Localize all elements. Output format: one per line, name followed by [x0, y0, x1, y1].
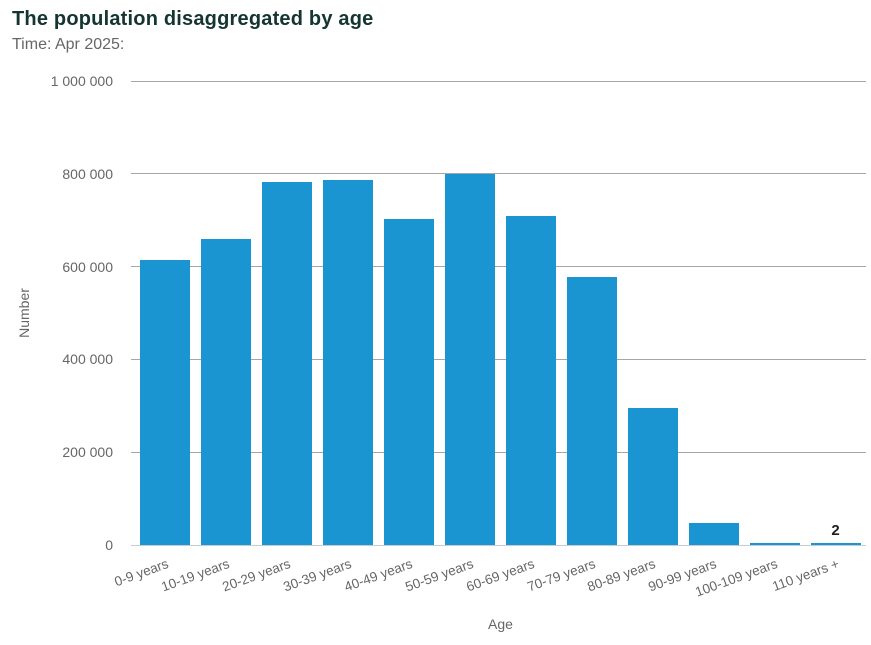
- y-tick-label: 0: [105, 537, 113, 553]
- x-tick-label: 60-69 years: [463, 556, 537, 595]
- x-tick-label: 70-79 years: [524, 556, 598, 595]
- bar-slot: [135, 81, 196, 545]
- y-tick-label: 200 000: [62, 444, 113, 461]
- bar[interactable]: [810, 543, 861, 545]
- y-axis-tick-labels: 0 200 000 400 000 600 000 800 000 1 000 000: [0, 0, 113, 645]
- x-tick-label: 80-89 years: [585, 556, 658, 595]
- bar[interactable]: [262, 182, 313, 545]
- bar-slot: [744, 81, 805, 545]
- bar-slot: [257, 81, 318, 545]
- gridline: [131, 544, 866, 546]
- bar[interactable]: [627, 408, 678, 545]
- bar[interactable]: [688, 523, 739, 545]
- bar[interactable]: [201, 239, 252, 545]
- point-label: 2: [831, 522, 840, 539]
- bar-slot: [379, 81, 440, 545]
- bar[interactable]: [140, 260, 191, 545]
- y-tick-label: 600 000: [62, 258, 113, 275]
- y-tick-label: 800 000: [62, 165, 113, 182]
- bar[interactable]: [384, 219, 435, 545]
- bars-row: 2: [135, 81, 866, 545]
- plot-area: 2: [131, 80, 866, 546]
- bar[interactable]: [323, 180, 374, 545]
- x-tick-label: 110 years +: [769, 556, 841, 595]
- bar[interactable]: [505, 216, 556, 545]
- chart-subtitle: Time: Apr 2025:: [12, 36, 125, 53]
- bar-slot: [440, 81, 501, 545]
- x-tick-label: 50-59 years: [403, 556, 476, 595]
- x-axis-title: Age: [488, 616, 513, 632]
- gridline: [131, 266, 866, 268]
- gridline: [131, 80, 866, 82]
- x-tick-label: 20-29 years: [220, 556, 293, 595]
- x-tick-label: 30-39 years: [281, 556, 354, 595]
- bar[interactable]: [566, 277, 617, 545]
- bar-slot: [196, 81, 257, 545]
- bar[interactable]: [749, 543, 800, 545]
- bar-slot: [501, 81, 562, 545]
- bar-slot: [561, 81, 622, 545]
- gridline: [131, 358, 866, 360]
- y-tick-label: 400 000: [62, 351, 113, 368]
- x-axis-tick-labels: 0-9 years 10-19 years 20-29 years 30-39 yea…: [113, 556, 866, 616]
- bar-slot: [318, 81, 379, 545]
- bar-slot: 2: [805, 81, 866, 545]
- bar[interactable]: [445, 174, 496, 545]
- x-tick-label: 40-49 years: [342, 556, 415, 595]
- chart-title: The population disaggregated by age: [12, 8, 374, 30]
- bar-slot: [683, 81, 744, 545]
- gridline: [131, 451, 866, 453]
- gridline: [131, 173, 866, 175]
- y-tick-label: 1 000 000: [50, 73, 113, 89]
- x-tick-label: 10-19 years: [159, 556, 232, 595]
- bar-slot: [622, 81, 683, 545]
